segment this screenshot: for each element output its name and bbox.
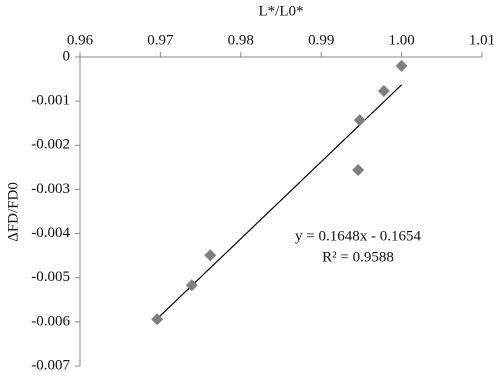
- y-tick-label: -0.007: [31, 357, 70, 373]
- x-tick-label: 0.99: [308, 32, 334, 48]
- marker: [377, 84, 390, 97]
- marker: [352, 164, 365, 177]
- y-tick-label: -0.003: [31, 181, 70, 197]
- x-tick-label: 0.96: [67, 32, 94, 48]
- marker: [395, 59, 408, 72]
- marker: [353, 114, 366, 127]
- x-tick-label: 1.01: [469, 32, 495, 48]
- y-tick-label: -0.002: [31, 137, 70, 153]
- x-tick-label: 0.97: [147, 32, 174, 48]
- y-tick-label: -0.004: [31, 225, 70, 241]
- r-squared: R² = 0.9588: [322, 249, 394, 265]
- equation: y = 0.1648x - 0.1654: [295, 228, 421, 244]
- y-axis-title: ΔFD/FD0: [5, 182, 21, 242]
- y-tick-label: -0.001: [31, 93, 70, 109]
- marker: [185, 279, 198, 292]
- marker: [151, 313, 164, 326]
- y-tick-label: -0.006: [31, 313, 70, 329]
- x-tick-label: 1.00: [388, 32, 414, 48]
- y-tick-label: -0.005: [31, 269, 70, 285]
- y-tick-label: 0: [63, 48, 71, 64]
- x-axis-title: L*/L0*: [259, 3, 304, 19]
- x-tick-label: 0.98: [228, 32, 254, 48]
- marker: [204, 249, 217, 262]
